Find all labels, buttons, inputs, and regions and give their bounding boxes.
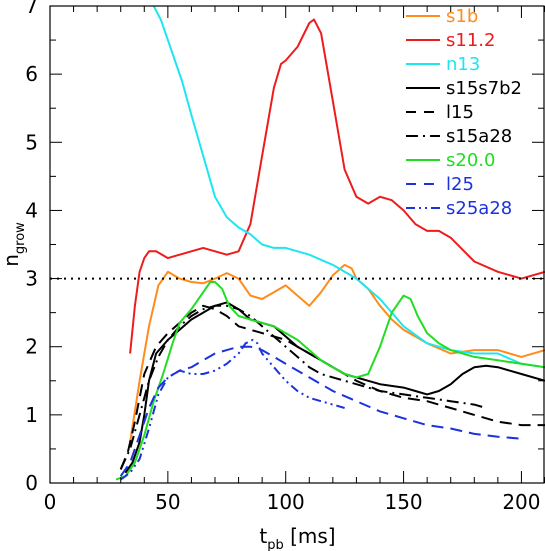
series-line-l25	[119, 345, 522, 477]
x-tick-label: 0	[44, 490, 57, 514]
legend: s1b s11.2 n13 s15s7b2 l15 s15a28 s20.0 l25 s25a2…	[406, 6, 522, 219]
y-tick-label: 5	[25, 130, 38, 154]
y-axis-label: ngrow	[0, 222, 28, 267]
legend-label: s25a28	[446, 198, 512, 219]
x-tick-label: 100	[267, 490, 305, 514]
x-tick-label: 200	[502, 490, 540, 514]
series-line-s11-2	[129, 18, 545, 354]
series-line-n13	[152, 6, 545, 369]
x-tick-label: 50	[155, 490, 180, 514]
y-tick-label: 0	[25, 471, 38, 495]
legend-label: l15	[446, 102, 474, 123]
y-tick-label: 3	[25, 267, 38, 291]
x-tick-label: 150	[384, 490, 422, 514]
x-axis-label: tpb [ms]	[259, 524, 335, 551]
legend-label: s20.0	[446, 150, 495, 171]
legend-label: s1b	[446, 6, 478, 27]
series-line-l15	[119, 304, 545, 470]
series-line-s25a28	[120, 338, 345, 481]
series-line-s20-0	[115, 281, 545, 481]
y-tick-label: 7	[25, 0, 38, 18]
y-tick-label: 1	[25, 403, 38, 427]
series-line-s15a28	[119, 304, 487, 470]
series-line-s15s7b2	[124, 301, 545, 474]
legend-label: s15s7b2	[446, 78, 522, 99]
y-tick-label: 6	[25, 62, 38, 86]
y-tick-label: 4	[25, 198, 38, 222]
legend-label: s11.2	[446, 30, 495, 51]
legend-label: s15a28	[446, 126, 512, 147]
y-tick-label: 2	[25, 335, 38, 359]
legend-label: l25	[446, 174, 474, 195]
series-layer	[50, 6, 545, 481]
legend-label: n13	[446, 54, 480, 75]
